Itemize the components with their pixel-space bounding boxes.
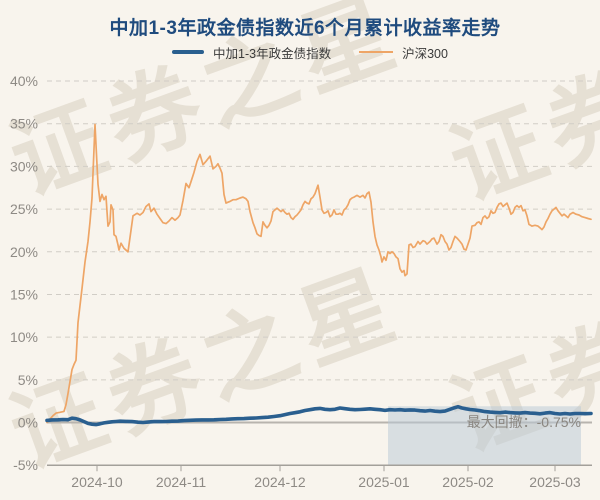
x-tick-label: 2024-10 <box>71 474 123 490</box>
legend-label-fund: 中加1-3年政金债指数 <box>213 46 332 61</box>
series-line-中加1-3年政金债指数 <box>45 404 593 427</box>
legend: 中加1-3年政金债指数 沪深300 <box>172 44 448 61</box>
max-drawdown-label: 最大回撤：-0.75% <box>466 414 581 430</box>
y-tick-label: 35% <box>10 116 38 132</box>
y-tick-label: 0% <box>18 415 38 431</box>
x-tick-label: 2025-01 <box>358 474 410 490</box>
legend-swatch-fund-line <box>172 49 204 55</box>
legend-swatch-hs300-line <box>359 51 394 53</box>
x-tick-label: 2025-02 <box>442 474 494 490</box>
y-tick-label: 40% <box>10 73 38 89</box>
y-tick-label: 30% <box>10 158 38 174</box>
y-tick-label: 10% <box>10 329 38 345</box>
y-tick-label: 5% <box>18 372 38 388</box>
y-tick-label: 15% <box>10 286 38 302</box>
y-tick-label: -5% <box>13 457 38 473</box>
max-drawdown-region <box>388 406 581 466</box>
x-tick-label: 2024-12 <box>254 474 306 490</box>
x-tick-label: 2025-03 <box>529 474 581 490</box>
series-line-沪深300 <box>46 123 592 424</box>
legend-label-hs300: 沪深300 <box>402 46 448 61</box>
y-tick-label: 20% <box>10 244 38 260</box>
x-tick-label: 2024-11 <box>156 474 207 490</box>
y-tick-label: 25% <box>10 201 38 217</box>
page-title: 中加1-3年政金债指数近6个月累计收益率走势 <box>109 18 501 39</box>
